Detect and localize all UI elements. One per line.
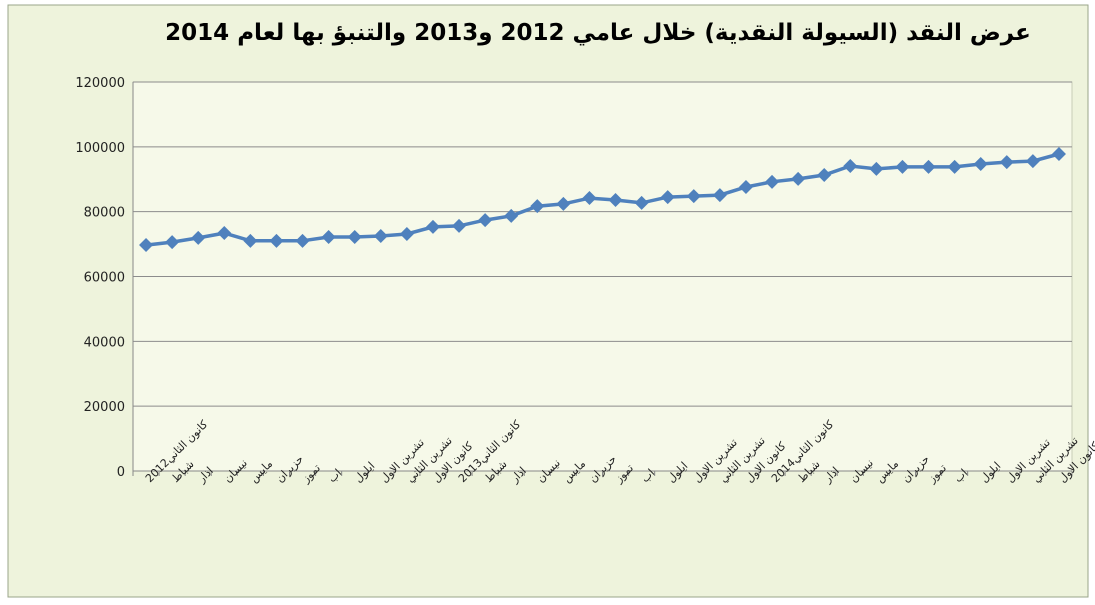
point-marker	[895, 159, 910, 174]
point-marker	[608, 192, 623, 207]
point-marker	[765, 174, 780, 189]
y-tick-label: 40000	[84, 335, 125, 350]
point-marker	[712, 188, 727, 203]
point-marker	[243, 233, 258, 248]
point-marker	[425, 219, 440, 234]
chart-title: عرض النقد (السيولة النقدية) خلال عامي 20…	[165, 20, 1031, 46]
point-marker	[191, 230, 206, 245]
point-marker	[452, 218, 467, 233]
point-marker	[791, 171, 806, 186]
point-marker	[738, 180, 753, 195]
point-marker	[686, 189, 701, 204]
y-tick-label: 80000	[84, 206, 125, 221]
point-marker	[660, 190, 675, 205]
point-marker	[347, 229, 362, 244]
y-tick-label: 120000	[75, 76, 125, 91]
point-marker	[947, 159, 962, 174]
point-marker	[373, 228, 388, 243]
point-marker	[1025, 154, 1040, 169]
point-marker	[165, 235, 180, 250]
point-marker	[869, 161, 884, 176]
point-marker	[139, 238, 154, 253]
point-marker	[1051, 146, 1066, 161]
y-tick-label: 60000	[84, 271, 125, 286]
point-marker	[921, 159, 936, 174]
point-marker	[843, 158, 858, 173]
point-marker	[399, 227, 414, 242]
point-marker	[973, 157, 988, 172]
point-marker	[295, 233, 310, 248]
point-marker	[217, 226, 232, 241]
y-tick-label: 0	[117, 465, 125, 480]
point-marker	[504, 208, 519, 223]
point-marker	[530, 199, 545, 214]
y-tick-label: 20000	[84, 400, 125, 415]
point-marker	[582, 191, 597, 206]
point-marker	[999, 155, 1014, 170]
point-marker	[817, 168, 832, 183]
point-marker	[478, 213, 493, 228]
point-marker	[634, 195, 649, 210]
point-marker	[269, 233, 284, 248]
point-marker	[556, 196, 571, 211]
point-marker	[321, 229, 336, 244]
y-tick-label: 100000	[75, 141, 125, 156]
